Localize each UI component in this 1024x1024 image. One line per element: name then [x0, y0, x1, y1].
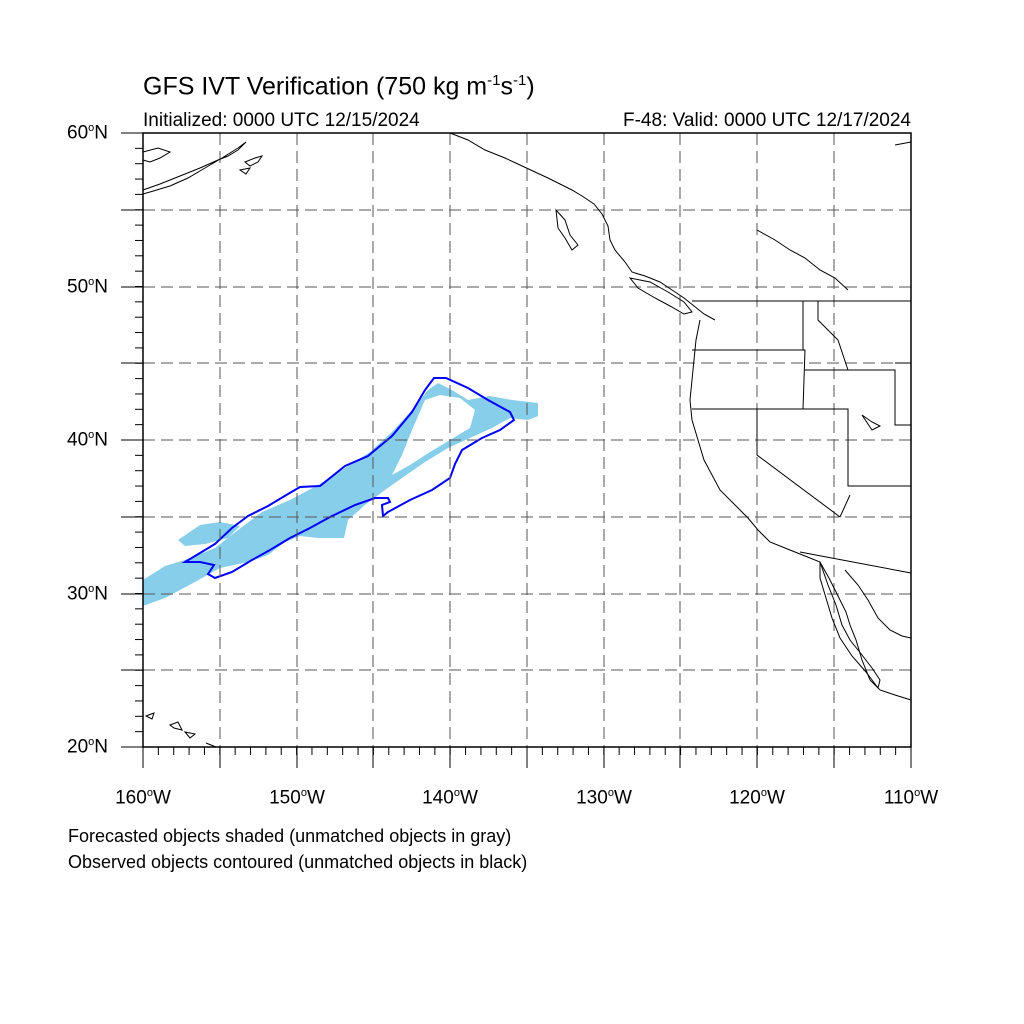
hawaii-islands: [144, 712, 217, 748]
vancouver-island: [628, 277, 693, 315]
forecast-object-inner-hole: [392, 395, 475, 475]
us-west-coast: [689, 319, 912, 701]
islands-haida: [555, 208, 579, 251]
initialized-time: Initialized: 0000 UTC 12/15/2024: [143, 110, 420, 131]
lat-label-50n: 50oN: [67, 276, 108, 298]
lon-label-140w: 140oW: [422, 787, 478, 809]
lat-label-30n: 30oN: [67, 583, 108, 605]
forecast-object-lobe: [178, 522, 240, 546]
valid-time: F-48: Valid: 0000 UTC 12/17/2024: [623, 110, 911, 131]
island-coast: [238, 155, 264, 175]
map-title: GFS IVT Verification (750 kg m-1s-1): [143, 72, 535, 101]
lon-label-160w: 160oW: [115, 787, 171, 809]
alaska-peninsula-coast: [142, 141, 247, 195]
footnote-observed: Observed objects contoured (unmatched ob…: [68, 852, 528, 872]
map-grid: [143, 133, 911, 747]
lon-label-120w: 120oW: [729, 787, 785, 809]
forecast-object-shading: [143, 383, 538, 606]
lat-label-40n: 40oN: [67, 429, 108, 451]
mexico-mainland-coast: [844, 569, 912, 639]
state-borders: [692, 301, 912, 574]
minor-ticks: [135, 132, 912, 755]
lon-label-130w: 130oW: [576, 787, 632, 809]
lat-label-20n: 20oN: [67, 736, 108, 758]
lat-label-60n: 60oN: [67, 122, 108, 144]
forecast-object: [143, 383, 538, 606]
baja-california: [819, 561, 881, 690]
lon-label-110w: 110oW: [883, 787, 939, 809]
footnote-forecast: Forecasted objects shaded (unmatched obj…: [68, 826, 512, 846]
coastlines: [142, 132, 912, 748]
alaska-panhandle-coast: [449, 132, 716, 321]
lon-label-150w: 150oW: [269, 787, 325, 809]
canada-interior-rivers: [756, 141, 912, 291]
axis-ticks: [121, 132, 912, 768]
observed-object-contour: [181, 377, 516, 580]
lake-coast: [861, 414, 882, 431]
